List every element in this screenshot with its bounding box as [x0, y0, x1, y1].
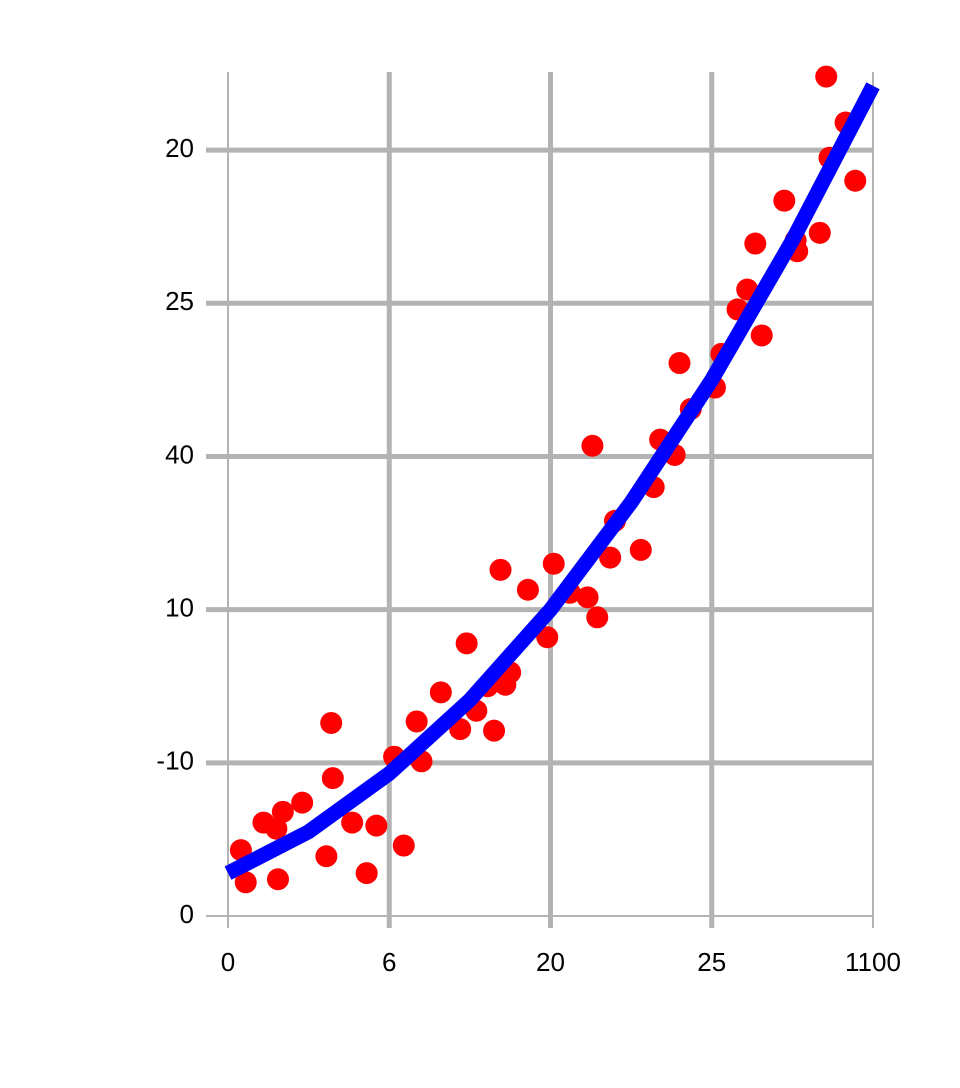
y-tick-label: 40	[165, 439, 194, 469]
point	[355, 862, 378, 885]
point	[629, 538, 652, 561]
x-tick-label: 6	[382, 947, 396, 977]
point	[392, 834, 415, 857]
point	[271, 800, 294, 823]
point	[455, 632, 478, 655]
point	[341, 811, 364, 834]
point	[516, 578, 539, 601]
fit-line	[224, 82, 880, 880]
point	[234, 871, 257, 894]
x-tick-label: 1100	[845, 947, 901, 977]
point	[429, 681, 452, 704]
point	[581, 434, 604, 457]
point	[483, 719, 506, 742]
y-tick-label: 20	[165, 133, 194, 163]
point	[320, 711, 343, 734]
point	[808, 221, 831, 244]
x-tick-label: 25	[697, 947, 726, 977]
y-tick-label: 10	[165, 593, 194, 623]
point	[321, 767, 344, 790]
y-tick-label: 0	[180, 899, 194, 929]
point	[750, 324, 773, 347]
point	[815, 65, 838, 88]
point	[773, 189, 796, 212]
x-tick-label: 0	[221, 947, 235, 977]
point	[536, 626, 559, 649]
y-tick-label: -10	[156, 746, 194, 776]
point	[542, 552, 565, 575]
y-tick-label: 25	[165, 286, 194, 316]
point	[599, 546, 622, 569]
point	[266, 868, 289, 891]
point	[668, 352, 691, 375]
x-tick-label: 20	[536, 947, 565, 977]
point	[405, 710, 428, 733]
point	[576, 586, 599, 609]
point	[844, 169, 867, 192]
point	[315, 845, 338, 868]
point	[291, 791, 314, 814]
point	[489, 558, 512, 581]
point	[365, 814, 388, 837]
point	[744, 232, 767, 255]
point	[265, 817, 288, 840]
point	[586, 606, 609, 629]
